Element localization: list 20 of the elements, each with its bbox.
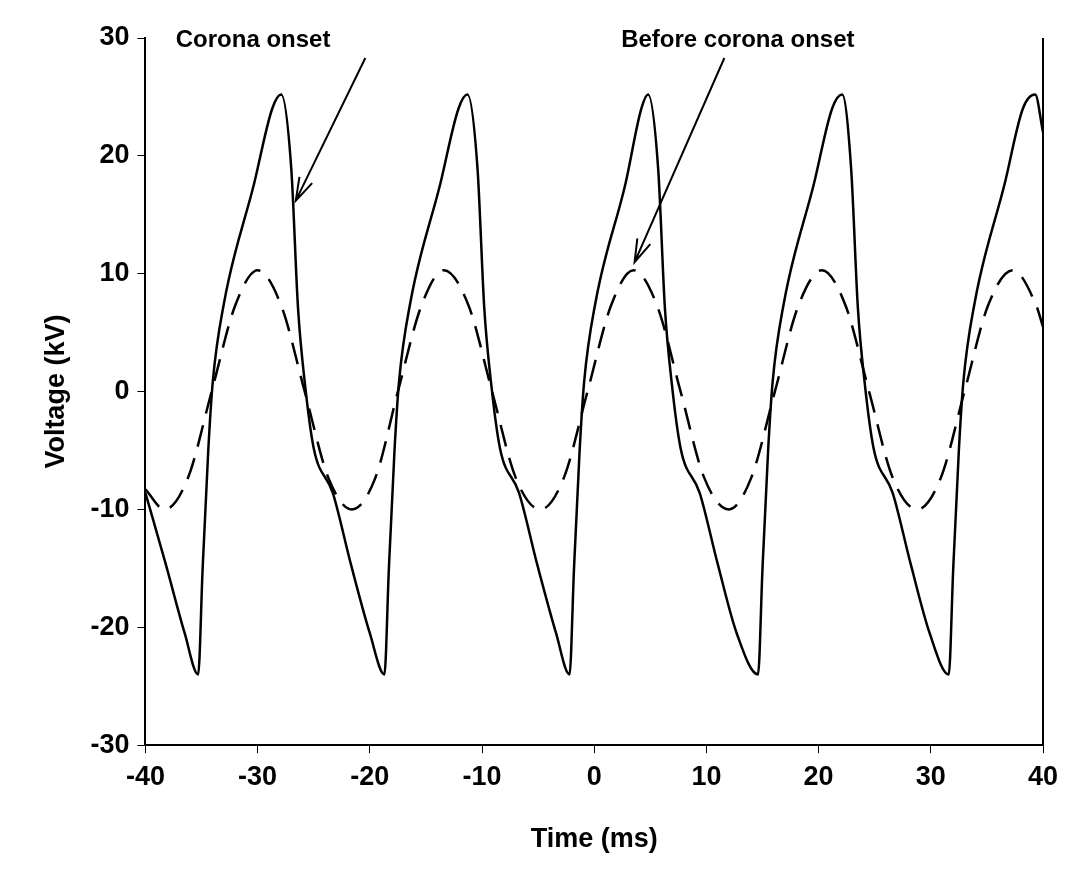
x-tick-label: -30 <box>238 760 278 791</box>
annotation: Before corona onset <box>621 24 855 52</box>
x-tick-label: -20 <box>350 760 390 791</box>
x-tick-label: 20 <box>803 760 834 791</box>
x-tick-label: 0 <box>586 760 602 791</box>
x-tick-label: -10 <box>462 760 502 791</box>
y-tick-label: 20 <box>99 139 130 170</box>
y-tick-label: 0 <box>114 375 130 406</box>
y-tick-label: -30 <box>90 728 130 759</box>
y-tick-label: 30 <box>99 21 130 52</box>
y-tick-label: 10 <box>99 257 130 288</box>
y-tick-label: -20 <box>90 610 130 641</box>
y-tick-label: -10 <box>90 492 130 523</box>
x-tick-label: -40 <box>125 760 165 791</box>
x-tick-label: 30 <box>915 760 946 791</box>
x-axis-title: Time (ms) <box>530 823 658 854</box>
x-tick-label: 40 <box>1027 760 1059 791</box>
y-axis-title: Voltage (kV) <box>39 314 70 469</box>
x-tick-label: 10 <box>691 760 722 791</box>
annotation: Corona onset <box>175 24 331 52</box>
